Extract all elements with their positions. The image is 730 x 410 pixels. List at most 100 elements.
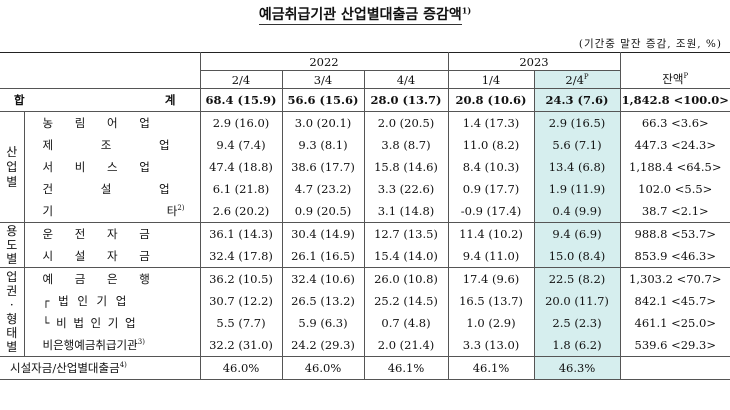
row-label: 비은행예금취급기관3) — [23, 334, 200, 357]
row-label: 시 설 자 금 — [23, 245, 200, 268]
value-cell: 32.2 (31.0) — [199, 334, 282, 357]
value-cell: 9.4 (6.9) — [533, 222, 620, 245]
title-text: 예금취급기관 산업별대출금 증감액 — [258, 7, 462, 25]
unit-note: (기간중 말잔 증감, 조원, %) — [578, 38, 722, 50]
quarter-2022-2: 2/4 — [199, 70, 282, 89]
value-cell: 30.7 (12.2) — [199, 290, 282, 312]
footnote-mark: 4) — [119, 361, 127, 370]
total-cell: 1,842.8 <100.0> — [619, 88, 730, 112]
value-cell: 66.3 <3.6> — [619, 111, 730, 134]
value-cell: 4.7 (23.2) — [281, 178, 364, 200]
quarter-2022-3: 3/4 — [281, 70, 364, 89]
value-cell: 0.7 (4.8) — [363, 312, 448, 334]
value-cell: 1,303.2 <70.7> — [619, 267, 730, 290]
value-cell: 38.6 (17.7) — [281, 156, 364, 178]
value-cell: 12.7 (13.5) — [363, 222, 448, 245]
value-cell: 26.1 (16.5) — [281, 245, 364, 268]
value-cell: 2.0 (20.5) — [363, 111, 448, 134]
total-cell: 56.6 (15.6) — [281, 88, 364, 112]
quarter-2023-1: 1/4 — [447, 70, 534, 89]
value-cell: 26.5 (13.2) — [281, 290, 364, 312]
ratio-cell: 46.3% — [533, 356, 620, 380]
footnote-mark: 2) — [177, 204, 185, 213]
ratio-label: 시설자금/산업별대출금4) — [0, 356, 200, 380]
value-cell: 36.1 (14.3) — [199, 222, 282, 245]
value-cell: 842.1 <45.7> — [619, 290, 730, 312]
value-cell: 16.5 (13.7) — [447, 290, 534, 312]
row-label: ┌ 법 인 기 업 — [23, 290, 200, 312]
year-2023: 2023 — [447, 52, 620, 71]
value-cell: 13.4 (6.8) — [533, 156, 620, 178]
balance-header: 잔액P — [619, 70, 730, 89]
value-cell: 25.2 (14.5) — [363, 290, 448, 312]
value-cell: 0.9 (17.7) — [447, 178, 534, 200]
table-row: ┌ 법 인 기 업 30.7 (12.2) 26.5 (13.2) 25.2 (… — [0, 290, 730, 312]
value-cell: 20.0 (11.7) — [533, 290, 620, 312]
value-cell: 3.0 (20.1) — [281, 111, 364, 134]
value-cell: 8.4 (10.3) — [447, 156, 534, 178]
value-cell: -0.9 (17.4) — [447, 200, 534, 223]
ratio-cell: 46.0% — [199, 356, 282, 380]
table-row: 서 비 스 업 47.4 (18.8) 38.6 (17.7) 15.8 (14… — [0, 156, 730, 178]
value-cell: 2.5 (2.3) — [533, 312, 620, 334]
footnote-mark: 3) — [137, 338, 145, 347]
value-cell: 15.4 (14.0) — [363, 245, 448, 268]
value-cell: 1.9 (11.9) — [533, 178, 620, 200]
quarter-2023-2: 2/4P — [533, 70, 620, 89]
row-label: 운 전 자 금 — [23, 222, 200, 245]
ratio-row: 시설자금/산업별대출금4) 46.0% 46.0% 46.1% 46.1% 46… — [0, 356, 730, 380]
total-cell: 20.8 (10.6) — [447, 88, 534, 112]
group-label: 산업별 — [0, 111, 24, 223]
ratio-cell: 46.0% — [281, 356, 364, 380]
value-cell: 5.5 (7.7) — [199, 312, 282, 334]
ratio-cell — [619, 356, 730, 380]
table-row: └ 비 법 인 기 업 5.5 (7.7) 5.9 (6.3) 0.7 (4.8… — [0, 312, 730, 334]
value-cell: 461.1 <25.0> — [619, 312, 730, 334]
value-cell: 2.9 (16.5) — [533, 111, 620, 134]
value-cell: 447.3 <24.3> — [619, 134, 730, 156]
value-cell: 15.0 (8.4) — [533, 245, 620, 268]
value-cell: 26.0 (10.8) — [363, 267, 448, 290]
value-cell: 539.6 <29.3> — [619, 334, 730, 357]
page-title: 예금취급기관 산업별대출금 증감액1) — [0, 4, 730, 25]
value-cell: 3.3 (22.6) — [363, 178, 448, 200]
row-label: 제 조 업 — [23, 134, 200, 156]
row-label: 서 비 스 업 — [23, 156, 200, 178]
table-row: 업권·형태별 예 금 은 행 36.2 (10.5) 32.4 (10.6) 2… — [0, 267, 730, 357]
value-cell: 11.4 (10.2) — [447, 222, 534, 245]
value-cell: 47.4 (18.8) — [199, 156, 282, 178]
value-cell: 9.4 (11.0) — [447, 245, 534, 268]
value-cell: 0.4 (9.9) — [533, 200, 620, 223]
value-cell: 853.9 <46.3> — [619, 245, 730, 268]
total-cell: 68.4 (15.9) — [199, 88, 282, 112]
value-cell: 2.6 (20.2) — [199, 200, 282, 223]
value-cell: 1,188.4 <64.5> — [619, 156, 730, 178]
title-footnote: 1) — [461, 5, 472, 16]
row-label: 예 금 은 행 — [23, 267, 200, 290]
row-label: 건 설 업 — [23, 178, 200, 200]
row-label: 기 타2) — [23, 200, 200, 223]
value-cell: 32.4 (10.6) — [281, 267, 364, 290]
value-cell: 5.9 (6.3) — [281, 312, 364, 334]
value-cell: 38.7 <2.1> — [619, 200, 730, 223]
value-cell: 17.4 (9.6) — [447, 267, 534, 290]
value-cell: 1.4 (17.3) — [447, 111, 534, 134]
value-cell: 22.5 (8.2) — [533, 267, 620, 290]
value-cell: 1.8 (6.2) — [533, 334, 620, 357]
ratio-cell: 46.1% — [363, 356, 448, 380]
total-cell: 24.3 (7.6) — [533, 88, 620, 112]
table-row: 비은행예금취급기관3) 32.2 (31.0) 24.2 (29.3) 2.0 … — [0, 334, 730, 357]
group-label: 업권·형태별 — [0, 267, 24, 357]
value-cell: 2.0 (21.4) — [363, 334, 448, 357]
year-2022: 2022 — [199, 52, 448, 71]
value-cell: 11.0 (8.2) — [447, 134, 534, 156]
quarter-2022-4: 4/4 — [363, 70, 448, 89]
header-row-quarters: 2/4 3/4 4/4 1/4 2/4P 잔액P — [0, 70, 730, 89]
table-row: 용도별 운 전 자 금 36.1 (14.3) 30.4 (14.9) 12.7… — [0, 222, 730, 268]
header-row-years: 2022 2023 — [0, 52, 730, 89]
value-cell: 3.3 (13.0) — [447, 334, 534, 357]
value-cell: 15.8 (14.6) — [363, 156, 448, 178]
value-cell: 24.2 (29.3) — [281, 334, 364, 357]
